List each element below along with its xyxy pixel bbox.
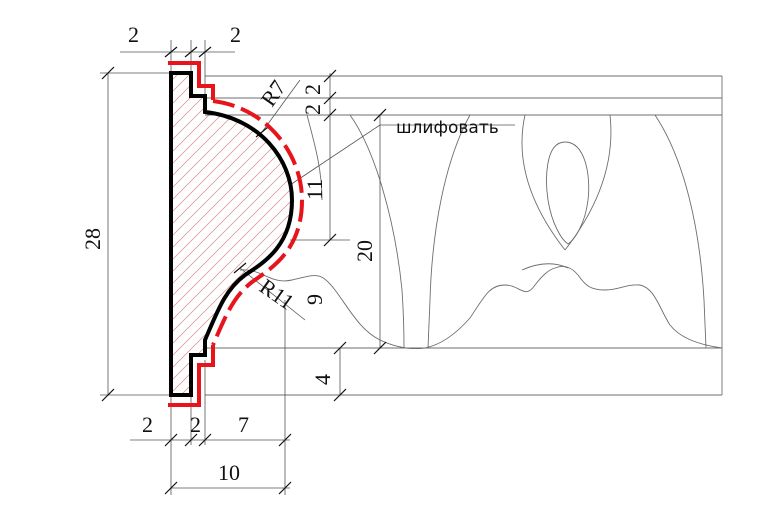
hatch-line: [171, 73, 253, 395]
molding-profile: [169, 71, 295, 397]
dim-bottom-band: 4: [310, 374, 335, 385]
hatch-line: [171, 73, 292, 395]
dim-height-total: 28: [80, 228, 105, 250]
hatch-line: [171, 73, 292, 395]
carving-leaf-inner-right: [564, 114, 612, 251]
hatch-line: [215, 73, 292, 395]
sanding-line-bottom: [168, 345, 215, 407]
hatch-line: [171, 73, 292, 395]
hatch-line: [203, 73, 292, 395]
hatch-line: [171, 73, 289, 395]
hatch-line: [171, 73, 292, 395]
dim-bottom-3: 7: [238, 412, 249, 437]
carving-loop: [546, 141, 590, 245]
hatch-line: [171, 73, 292, 395]
hatch-line: [171, 73, 229, 395]
dimension-labels: 2 2 28 R7 2 2 11 20 R11 9 4 2 2 7 10 шли…: [80, 22, 499, 485]
hatch-line: [312, 60, 672, 420]
dim-curve-height: 11: [302, 179, 327, 200]
carving-leaf-center-left: [427, 114, 471, 349]
hatch-line: [324, 60, 684, 420]
hatch-line: [171, 73, 265, 395]
dim-top-right: 2: [230, 22, 241, 47]
hatch-line: [171, 73, 292, 395]
hatch-line: [348, 60, 708, 420]
dim-width-total: 10: [218, 460, 240, 485]
carving-scallop-edge: [239, 265, 723, 350]
dim-lower-offset: 9: [302, 294, 327, 305]
note-sanding: шлифовать: [396, 118, 499, 138]
sanding-line: [168, 61, 215, 100]
dim-top-left: 2: [128, 22, 139, 47]
hatch-line: [171, 73, 277, 395]
hatch-line: [171, 73, 292, 395]
elevation-view: [205, 75, 723, 396]
hatch-line: [171, 73, 292, 395]
hatch-line: [171, 73, 292, 395]
hatch-line: [171, 73, 292, 395]
carving-leaf-left: [306, 114, 323, 201]
hatch-line: [300, 60, 660, 420]
dim-step-a: 2: [300, 84, 325, 95]
carving-leaf-right: [654, 114, 707, 349]
dim-radius-top: R7: [256, 75, 291, 110]
carving-leaf-mid-left: [349, 114, 405, 349]
dim-carving-height: 20: [352, 240, 377, 262]
dim-step-b: 2: [300, 104, 325, 115]
hatch-line: [171, 73, 292, 395]
sanding-curve: [211, 99, 305, 346]
dim-bottom-1: 2: [142, 412, 153, 437]
hatch-line: [171, 73, 241, 395]
hatch-line: [171, 73, 292, 395]
dim-bottom-2: 2: [190, 412, 201, 437]
profile-hatch: [171, 60, 708, 420]
carving-loop-bottom: [521, 263, 569, 271]
hatch-line: [171, 73, 292, 395]
hatch-line: [179, 73, 292, 395]
hatch-line: [336, 60, 696, 420]
hatch-line: [191, 73, 292, 395]
dimension-lines: [100, 40, 515, 495]
carving-leaf-inner-left: [521, 114, 566, 251]
